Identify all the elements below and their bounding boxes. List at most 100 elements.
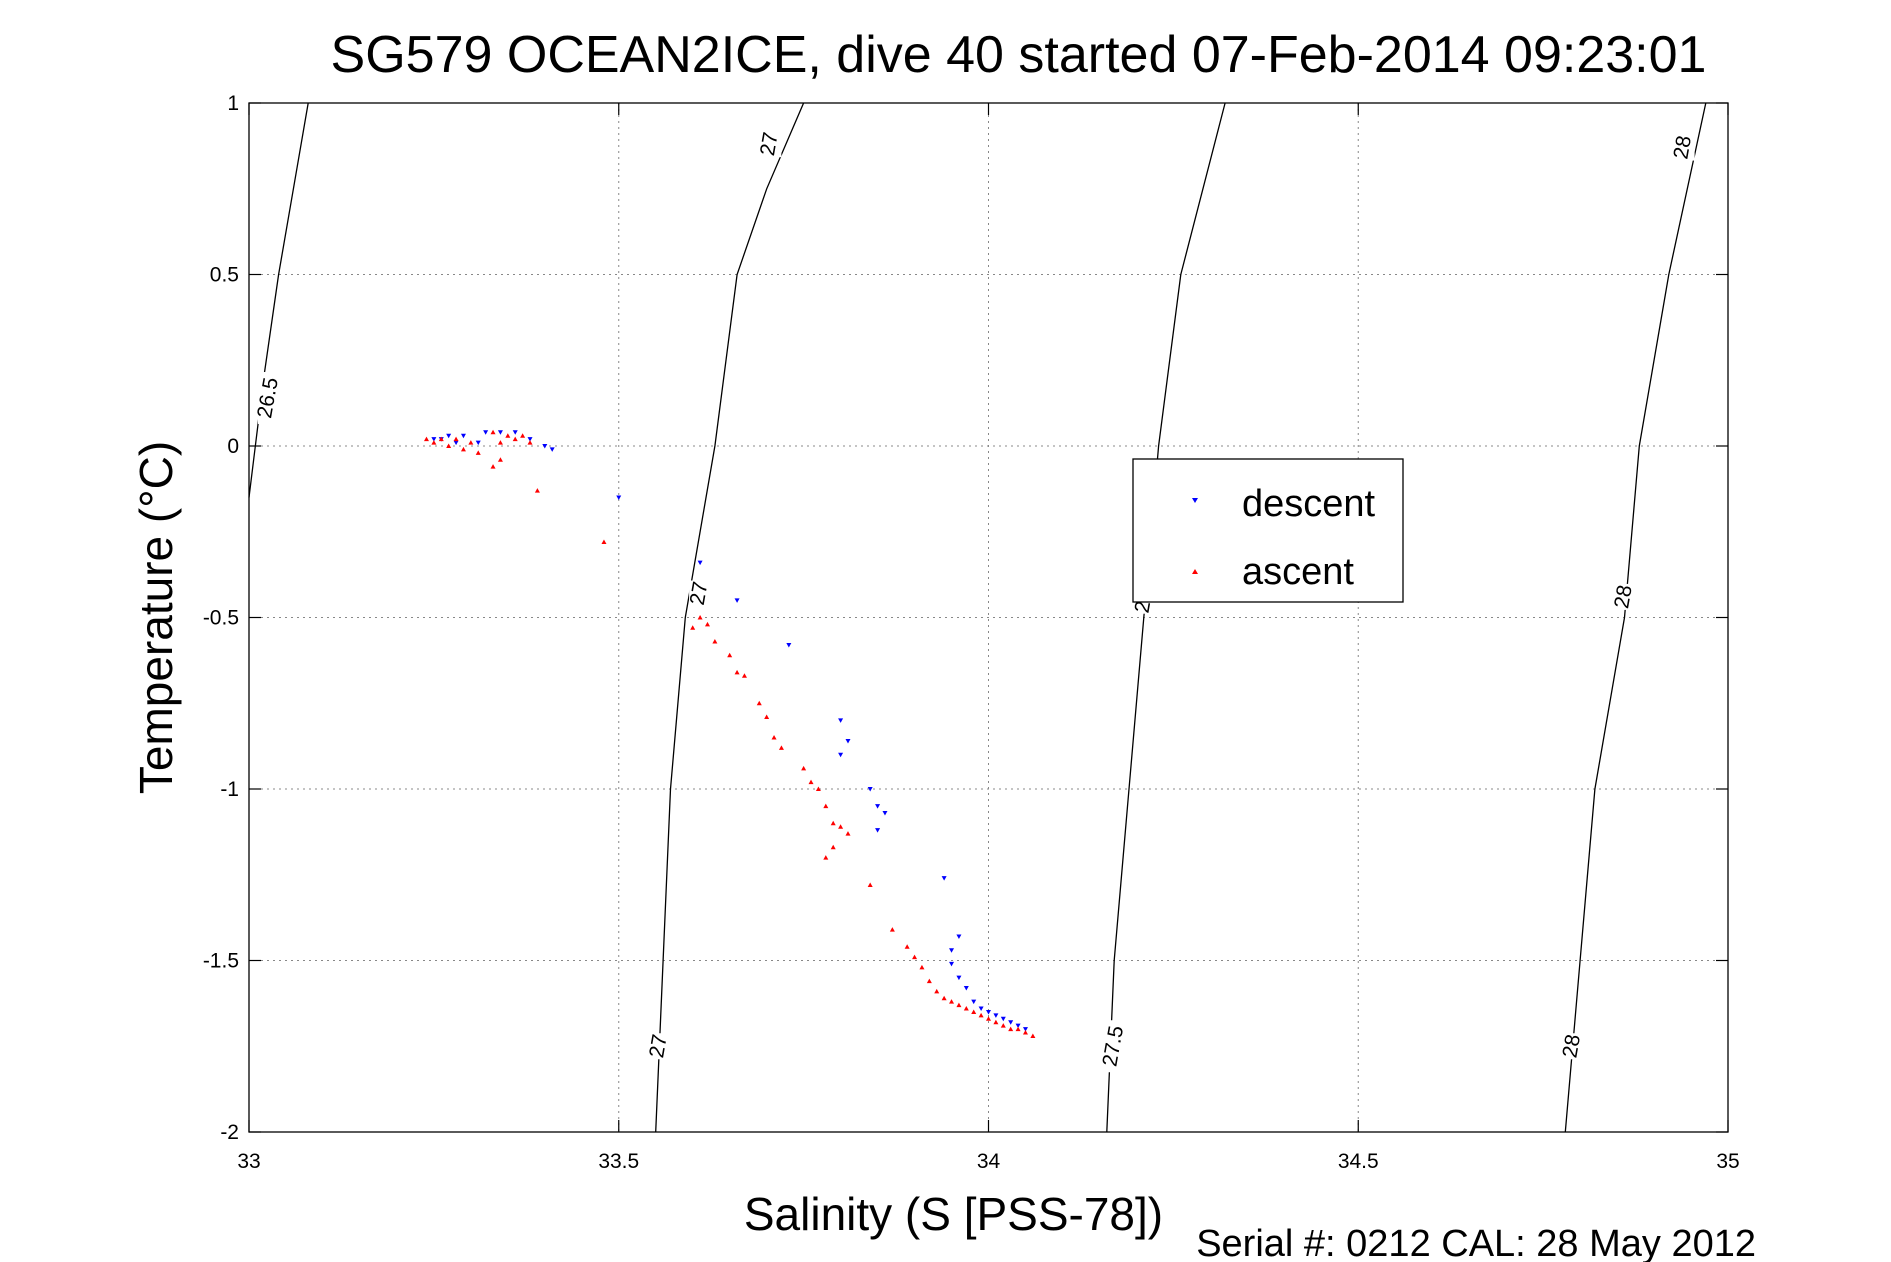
ascent-point <box>934 988 940 994</box>
descent-point <box>949 948 955 953</box>
contour-label: 28 <box>1558 1033 1585 1060</box>
ascent-point <box>446 443 452 448</box>
contour-label-gap <box>648 1033 671 1060</box>
legend: descent ascent <box>1132 458 1404 603</box>
descent-point <box>838 718 844 723</box>
contour-label: 27 <box>756 130 783 157</box>
ascent-point <box>727 652 733 658</box>
descent-point <box>838 752 844 758</box>
descent-point <box>475 440 481 446</box>
ascent-point <box>497 457 503 462</box>
ascent-point <box>497 440 503 445</box>
contour-label-gap <box>759 131 782 158</box>
legend-box <box>1132 458 1404 603</box>
descent-point <box>446 433 452 439</box>
x-tick-labels: 33 33.5 34 34.5 35 <box>237 1150 1739 1173</box>
descent-point <box>971 999 977 1005</box>
descent-point <box>875 828 881 833</box>
descent-point <box>956 934 962 939</box>
ascent-point <box>431 440 437 445</box>
ascent-point <box>468 440 474 445</box>
ascent-point <box>520 433 526 438</box>
y-tick-label: -1.5 <box>203 950 239 973</box>
ascent-point <box>778 745 784 750</box>
descent-point <box>549 447 555 452</box>
ascent-point <box>438 436 444 442</box>
descent-point <box>542 444 548 449</box>
contour-line <box>1564 102 1707 1133</box>
descent-point <box>512 430 518 435</box>
contour-label-gap <box>1103 1020 1126 1073</box>
ascent-point <box>926 978 932 984</box>
y-axis-label: Temperature (°C) <box>130 441 182 794</box>
ascent-point <box>801 765 807 771</box>
x-tick-label: 33 <box>237 1150 260 1173</box>
contour-label: 28 <box>1610 583 1637 610</box>
ascent-point <box>1030 1033 1036 1038</box>
descent-point <box>616 495 622 500</box>
ascent-point <box>764 714 770 719</box>
y-tick-label: 0 <box>227 435 239 458</box>
ascent-point <box>889 927 895 932</box>
ascent-point <box>741 673 747 678</box>
contour-label: 27 <box>645 1033 672 1060</box>
descent-point <box>949 961 955 967</box>
descent-point <box>993 1013 999 1018</box>
descent-point <box>1015 1023 1021 1029</box>
ascent-point <box>712 639 718 644</box>
legend-marker-descent <box>1192 498 1198 503</box>
ascent-point <box>423 436 429 442</box>
contour-line <box>1106 102 1226 1133</box>
ascent-point <box>505 433 511 438</box>
contour-label-gap <box>257 371 280 424</box>
x-tick-label: 34.5 <box>1338 1150 1379 1173</box>
descent-point <box>867 787 873 792</box>
ascent-point <box>756 700 762 706</box>
descent-point <box>963 985 969 991</box>
ascent-point <box>845 831 851 836</box>
ascent-point <box>460 446 466 452</box>
y-tick-label: 1 <box>227 92 239 115</box>
descent-point <box>497 430 503 435</box>
ascent-point <box>830 820 836 826</box>
contour-label-gap <box>1132 600 1155 614</box>
ascent-point <box>971 1009 977 1014</box>
ascent-point <box>1015 1026 1021 1032</box>
ascent-point <box>919 964 925 970</box>
ascent-point <box>1022 1030 1028 1035</box>
ascent-point <box>838 824 844 829</box>
ascent-point <box>978 1012 984 1018</box>
ascent-point <box>697 615 703 620</box>
ascent-point <box>963 1006 969 1011</box>
x-tick-label: 33.5 <box>598 1150 639 1173</box>
contour-line <box>655 102 805 1133</box>
ascent-point <box>867 882 873 888</box>
axes <box>248 102 1729 1133</box>
ascent-point <box>912 954 918 960</box>
descent-point <box>956 975 962 981</box>
descent-point <box>431 437 437 442</box>
legend-marker-ascent <box>1192 569 1198 574</box>
chart-title: SG579 OCEAN2ICE, dive 40 started 07-Feb-… <box>331 26 1707 84</box>
ascent-point <box>986 1016 991 1021</box>
x-tick-label: 34 <box>977 1150 1001 1173</box>
contour-label-gap <box>1672 134 1695 161</box>
y-tick-label: -2 <box>220 1121 239 1144</box>
ascent-point <box>823 803 829 809</box>
y-tick-label: -1 <box>220 778 239 801</box>
ascent-point <box>949 999 955 1004</box>
y-tick-labels: -2 -1.5 -1 -0.5 0 0.5 1 <box>203 92 239 1144</box>
ascent-point <box>490 464 496 469</box>
x-axis-label: Salinity (S [PSS-78]) <box>744 1188 1163 1240</box>
ascent-point <box>993 1019 999 1025</box>
ascent-point <box>601 539 607 545</box>
ascent-point <box>453 436 459 442</box>
contour-label-gap <box>1561 1033 1584 1060</box>
contour-label: 28 <box>1669 134 1696 161</box>
contour-label: 27 <box>686 580 713 607</box>
ascent-point <box>1000 1023 1006 1028</box>
legend-label-descent: descent <box>1242 483 1376 525</box>
descent-point <box>978 1006 984 1012</box>
